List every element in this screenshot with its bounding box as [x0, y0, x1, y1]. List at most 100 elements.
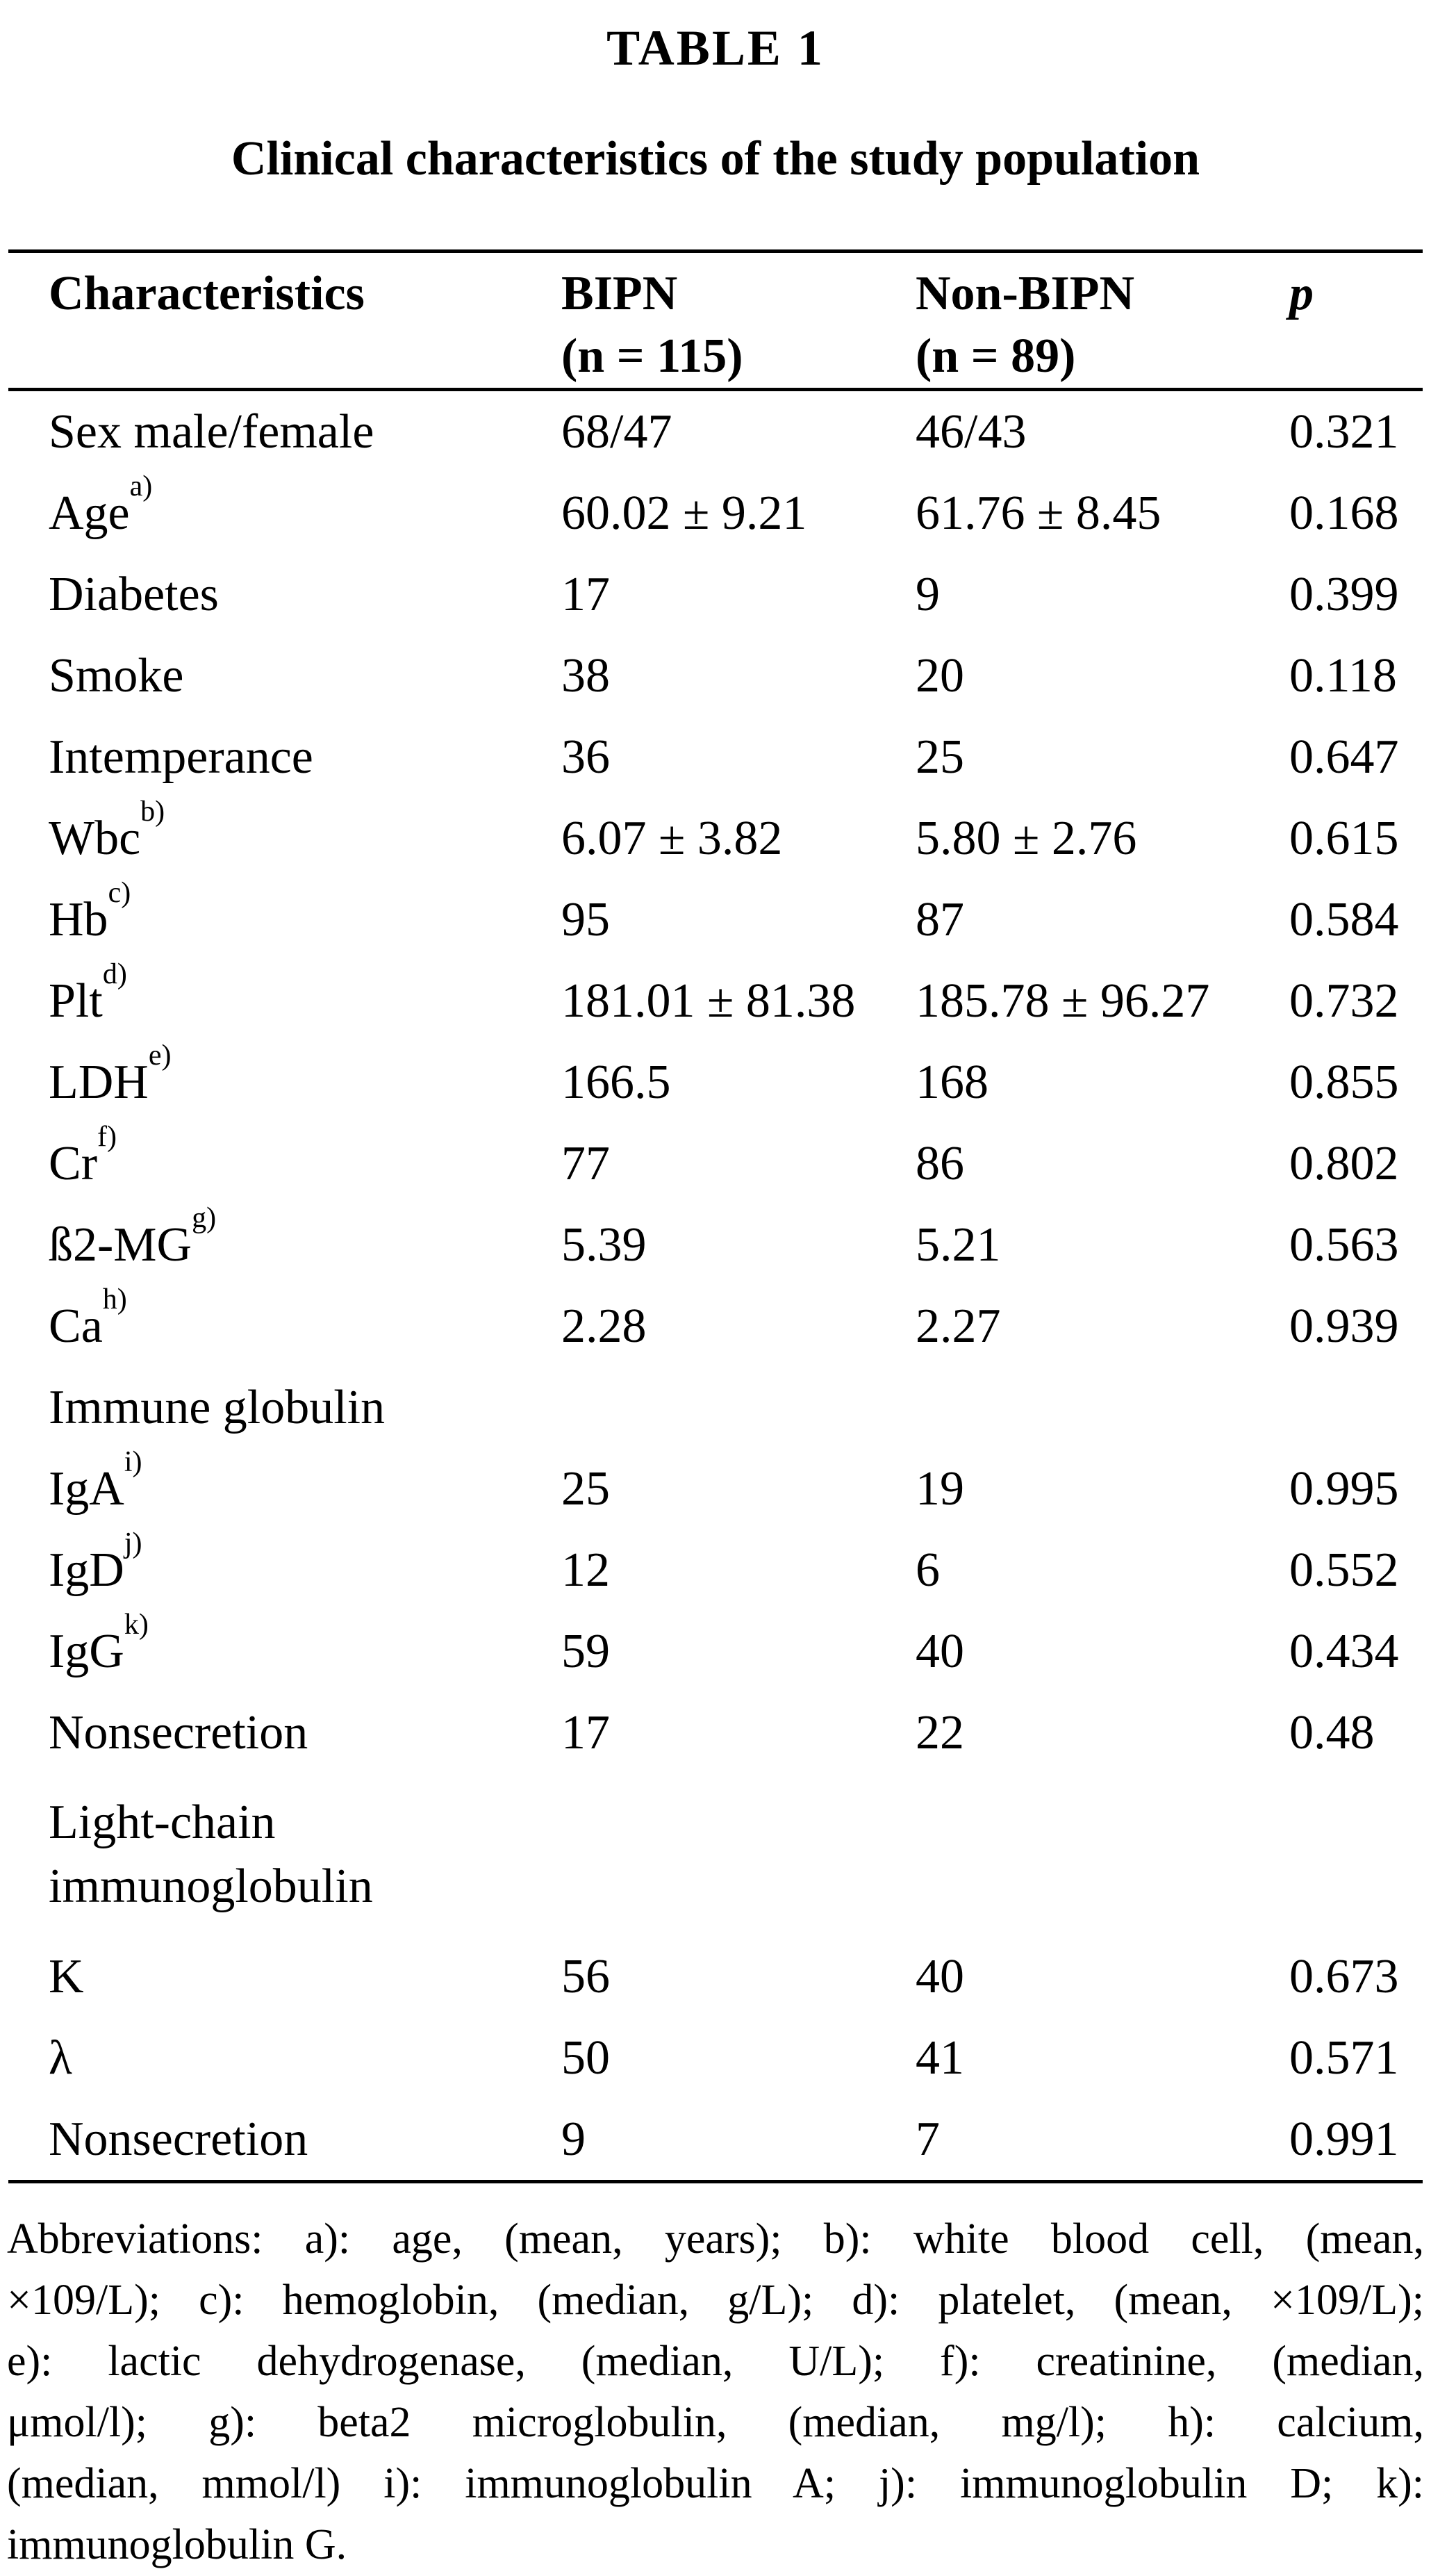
cell-bipn: 2.28	[561, 1299, 647, 1353]
table-row: Pltd) 181.01 ± 81.38 185.78 ± 96.27 0.73…	[8, 960, 1423, 1042]
row-label: Smoke	[49, 648, 184, 703]
cell-nonbipn: 19	[916, 1461, 964, 1516]
cell-bipn: 50	[561, 2031, 610, 2085]
row-sup: e)	[148, 1042, 172, 1072]
row-label: Plt	[49, 974, 103, 1028]
cell-p	[1289, 1773, 1423, 1936]
row-label: Sex male/female	[49, 404, 374, 459]
cell-bipn: 5.39	[561, 1217, 647, 1272]
cell-bipn: 77	[561, 1136, 610, 1190]
clinical-characteristics-table: Characteristics BIPN (n = 115) Non-BIPN …	[8, 249, 1423, 2183]
row-label-cell: Crf)	[8, 1123, 561, 1204]
table-row: Diabetes 17 9 0.399	[8, 554, 1423, 635]
col-header-bipn-line1: BIPN	[561, 267, 678, 320]
table-row: Smoke 38 20 0.118	[8, 635, 1423, 716]
cell-bipn	[561, 1367, 916, 1448]
table-row: λ 50 41 0.571	[8, 2017, 1423, 2099]
col-header-nonbipn-line2: (n = 89)	[916, 329, 1076, 383]
row-label: Intemperance	[49, 730, 313, 784]
row-sup: b)	[140, 798, 165, 828]
cell-bipn: 17	[561, 1705, 610, 1759]
cell-nonbipn: 5.80 ± 2.76	[916, 811, 1137, 865]
col-header-characteristics-label: Characteristics	[49, 267, 365, 320]
cell-nonbipn: 168	[916, 1055, 989, 1109]
row-label-cell: ß2-MGg)	[8, 1204, 561, 1286]
cell-p: 0.118	[1289, 648, 1397, 703]
table-row: ß2-MGg) 5.39 5.21 0.563	[8, 1204, 1423, 1286]
section-label: Light-chain immunoglobulin	[49, 1796, 373, 1913]
row-label-cell: λ	[8, 2017, 561, 2099]
row-sup: j)	[124, 1529, 142, 1560]
table-body: Sex male/female 68/47 46/43 0.321 Agea) …	[8, 390, 1423, 2183]
table-row: IgGk) 59 40 0.434	[8, 1611, 1423, 1692]
row-label-cell: K	[8, 1936, 561, 2017]
cell-nonbipn: 61.76 ± 8.45	[916, 486, 1161, 540]
cell-p: 0.584	[1289, 892, 1399, 946]
row-label-cell: Cah)	[8, 1286, 561, 1367]
cell-nonbipn: 22	[916, 1705, 964, 1759]
footnote-line: Abbreviations: a): age, (mean, years); b…	[7, 2215, 1424, 2263]
cell-nonbipn: 40	[916, 1624, 964, 1678]
footnote-line: immunoglobulin G.	[7, 2521, 347, 2568]
row-label-cell: Agea)	[8, 473, 561, 554]
cell-bipn: 9	[561, 2099, 916, 2183]
cell-nonbipn: 7	[916, 2099, 1289, 2183]
cell-bipn: 17	[561, 567, 610, 621]
cell-p: 0.168	[1289, 486, 1399, 540]
cell-bipn: 12	[561, 1543, 610, 1597]
cell-bipn: 59	[561, 1624, 610, 1678]
cell-nonbipn: 41	[916, 2031, 964, 2085]
cell-bipn: 56	[561, 1949, 610, 2003]
cell-p: 0.995	[1289, 1461, 1399, 1516]
table-row: LDHe) 166.5 168 0.855	[8, 1042, 1423, 1123]
row-label: Hb	[49, 892, 108, 946]
cell-bipn: 60.02 ± 9.21	[561, 486, 807, 540]
footnote-line: ×109/L); c): hemoglobin, (median, g/L); …	[7, 2276, 1424, 2324]
row-label: IgD	[49, 1543, 124, 1597]
cell-nonbipn: 9	[916, 567, 940, 621]
row-label-cell: Intemperance	[8, 716, 561, 798]
section-row: Light-chain immunoglobulin	[8, 1773, 1423, 1936]
cell-nonbipn	[916, 1773, 1289, 1936]
cell-bipn: 166.5	[561, 1055, 671, 1109]
cell-nonbipn: 5.21	[916, 1217, 1001, 1272]
col-header-bipn: BIPN (n = 115)	[561, 252, 916, 390]
table-row: IgDj) 12 6 0.552	[8, 1529, 1423, 1611]
table-number: TABLE 1	[606, 20, 825, 76]
table-row: IgAi) 25 19 0.995	[8, 1448, 1423, 1529]
row-sup: g)	[192, 1204, 217, 1235]
row-sup: a)	[129, 473, 153, 503]
col-header-nonbipn: Non-BIPN (n = 89)	[916, 252, 1289, 390]
table-row: K 56 40 0.673	[8, 1936, 1423, 2017]
cell-p: 0.615	[1289, 811, 1399, 865]
cell-nonbipn: 2.27	[916, 1299, 1001, 1353]
cell-p: 0.939	[1289, 1299, 1399, 1353]
row-label: Wbc	[49, 811, 141, 865]
row-label: Ca	[49, 1299, 103, 1353]
row-label: Age	[49, 486, 130, 540]
row-label: Diabetes	[49, 567, 219, 621]
row-label-cell: Nonsecretion	[8, 2099, 561, 2183]
row-label-cell: Hbc)	[8, 879, 561, 960]
table-row: Nonsecretion 17 22 0.48	[8, 1692, 1423, 1773]
row-label-cell: IgGk)	[8, 1611, 561, 1692]
cell-bipn: 36	[561, 730, 610, 784]
table-row: Intemperance 36 25 0.647	[8, 716, 1423, 798]
row-label-cell: Wbcb)	[8, 798, 561, 879]
cell-nonbipn: 87	[916, 892, 964, 946]
cell-p: 0.552	[1289, 1543, 1399, 1597]
row-label: K	[49, 1949, 84, 2003]
table-row: Nonsecretion 9 7 0.991	[8, 2099, 1423, 2183]
table-row: Agea) 60.02 ± 9.21 61.76 ± 8.45 0.168	[8, 473, 1423, 554]
table-row: Hbc) 95 87 0.584	[8, 879, 1423, 960]
cell-nonbipn: 46/43	[916, 404, 1027, 459]
row-label-cell: IgDj)	[8, 1529, 561, 1611]
row-sup: d)	[102, 960, 127, 991]
table-row: Sex male/female 68/47 46/43 0.321	[8, 390, 1423, 473]
row-label: LDH	[49, 1055, 149, 1109]
cell-bipn: 68/47	[561, 404, 672, 459]
cell-nonbipn: 86	[916, 1136, 964, 1190]
cell-p: 0.991	[1289, 2099, 1423, 2183]
section-label: Immune globulin	[49, 1380, 386, 1434]
